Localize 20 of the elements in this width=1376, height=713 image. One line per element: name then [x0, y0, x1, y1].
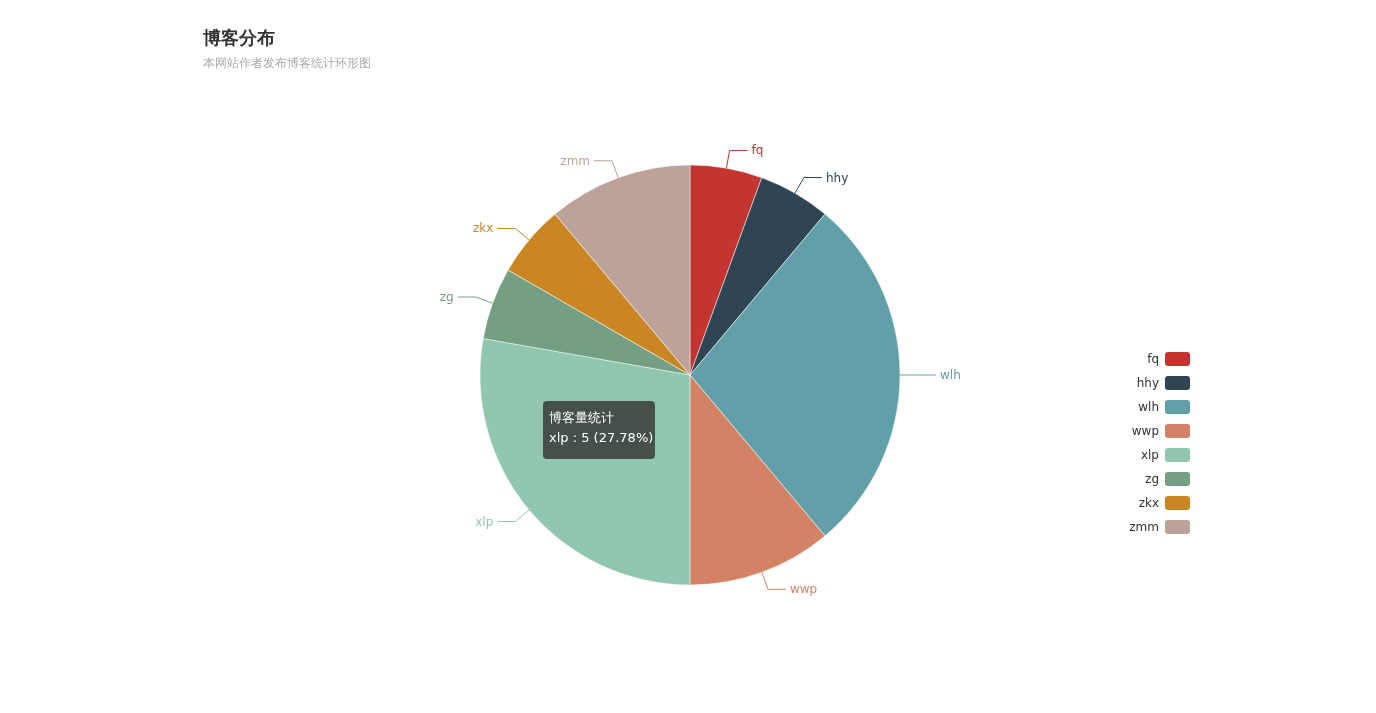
legend-label: zg [1145, 472, 1159, 486]
slice-label: fq [751, 143, 764, 158]
legend-label: wlh [1138, 400, 1159, 414]
slice-label: xlp [475, 514, 494, 529]
slice-label: zg [439, 290, 454, 305]
legend-label: zkx [1138, 496, 1159, 510]
slice-label: zmm [560, 153, 591, 168]
text: xlp : 5 (27.78%) [549, 430, 654, 445]
slice-label: wwp [789, 582, 818, 597]
slice-label: zkx [472, 221, 494, 236]
text: 本网站作者发布博客统计环形图 [203, 56, 371, 70]
legend-label: fq [1147, 352, 1159, 366]
legend-label: xlp [1140, 448, 1159, 462]
legend-label: wwp [1131, 424, 1159, 438]
text: 博客分布 [202, 27, 275, 48]
slice-label: wlh [940, 368, 961, 382]
slice-label: hhy [825, 170, 849, 185]
legend-label: zmm [1129, 520, 1159, 534]
legend-label: hhy [1136, 376, 1159, 390]
text: 博客量统计 [549, 410, 614, 425]
